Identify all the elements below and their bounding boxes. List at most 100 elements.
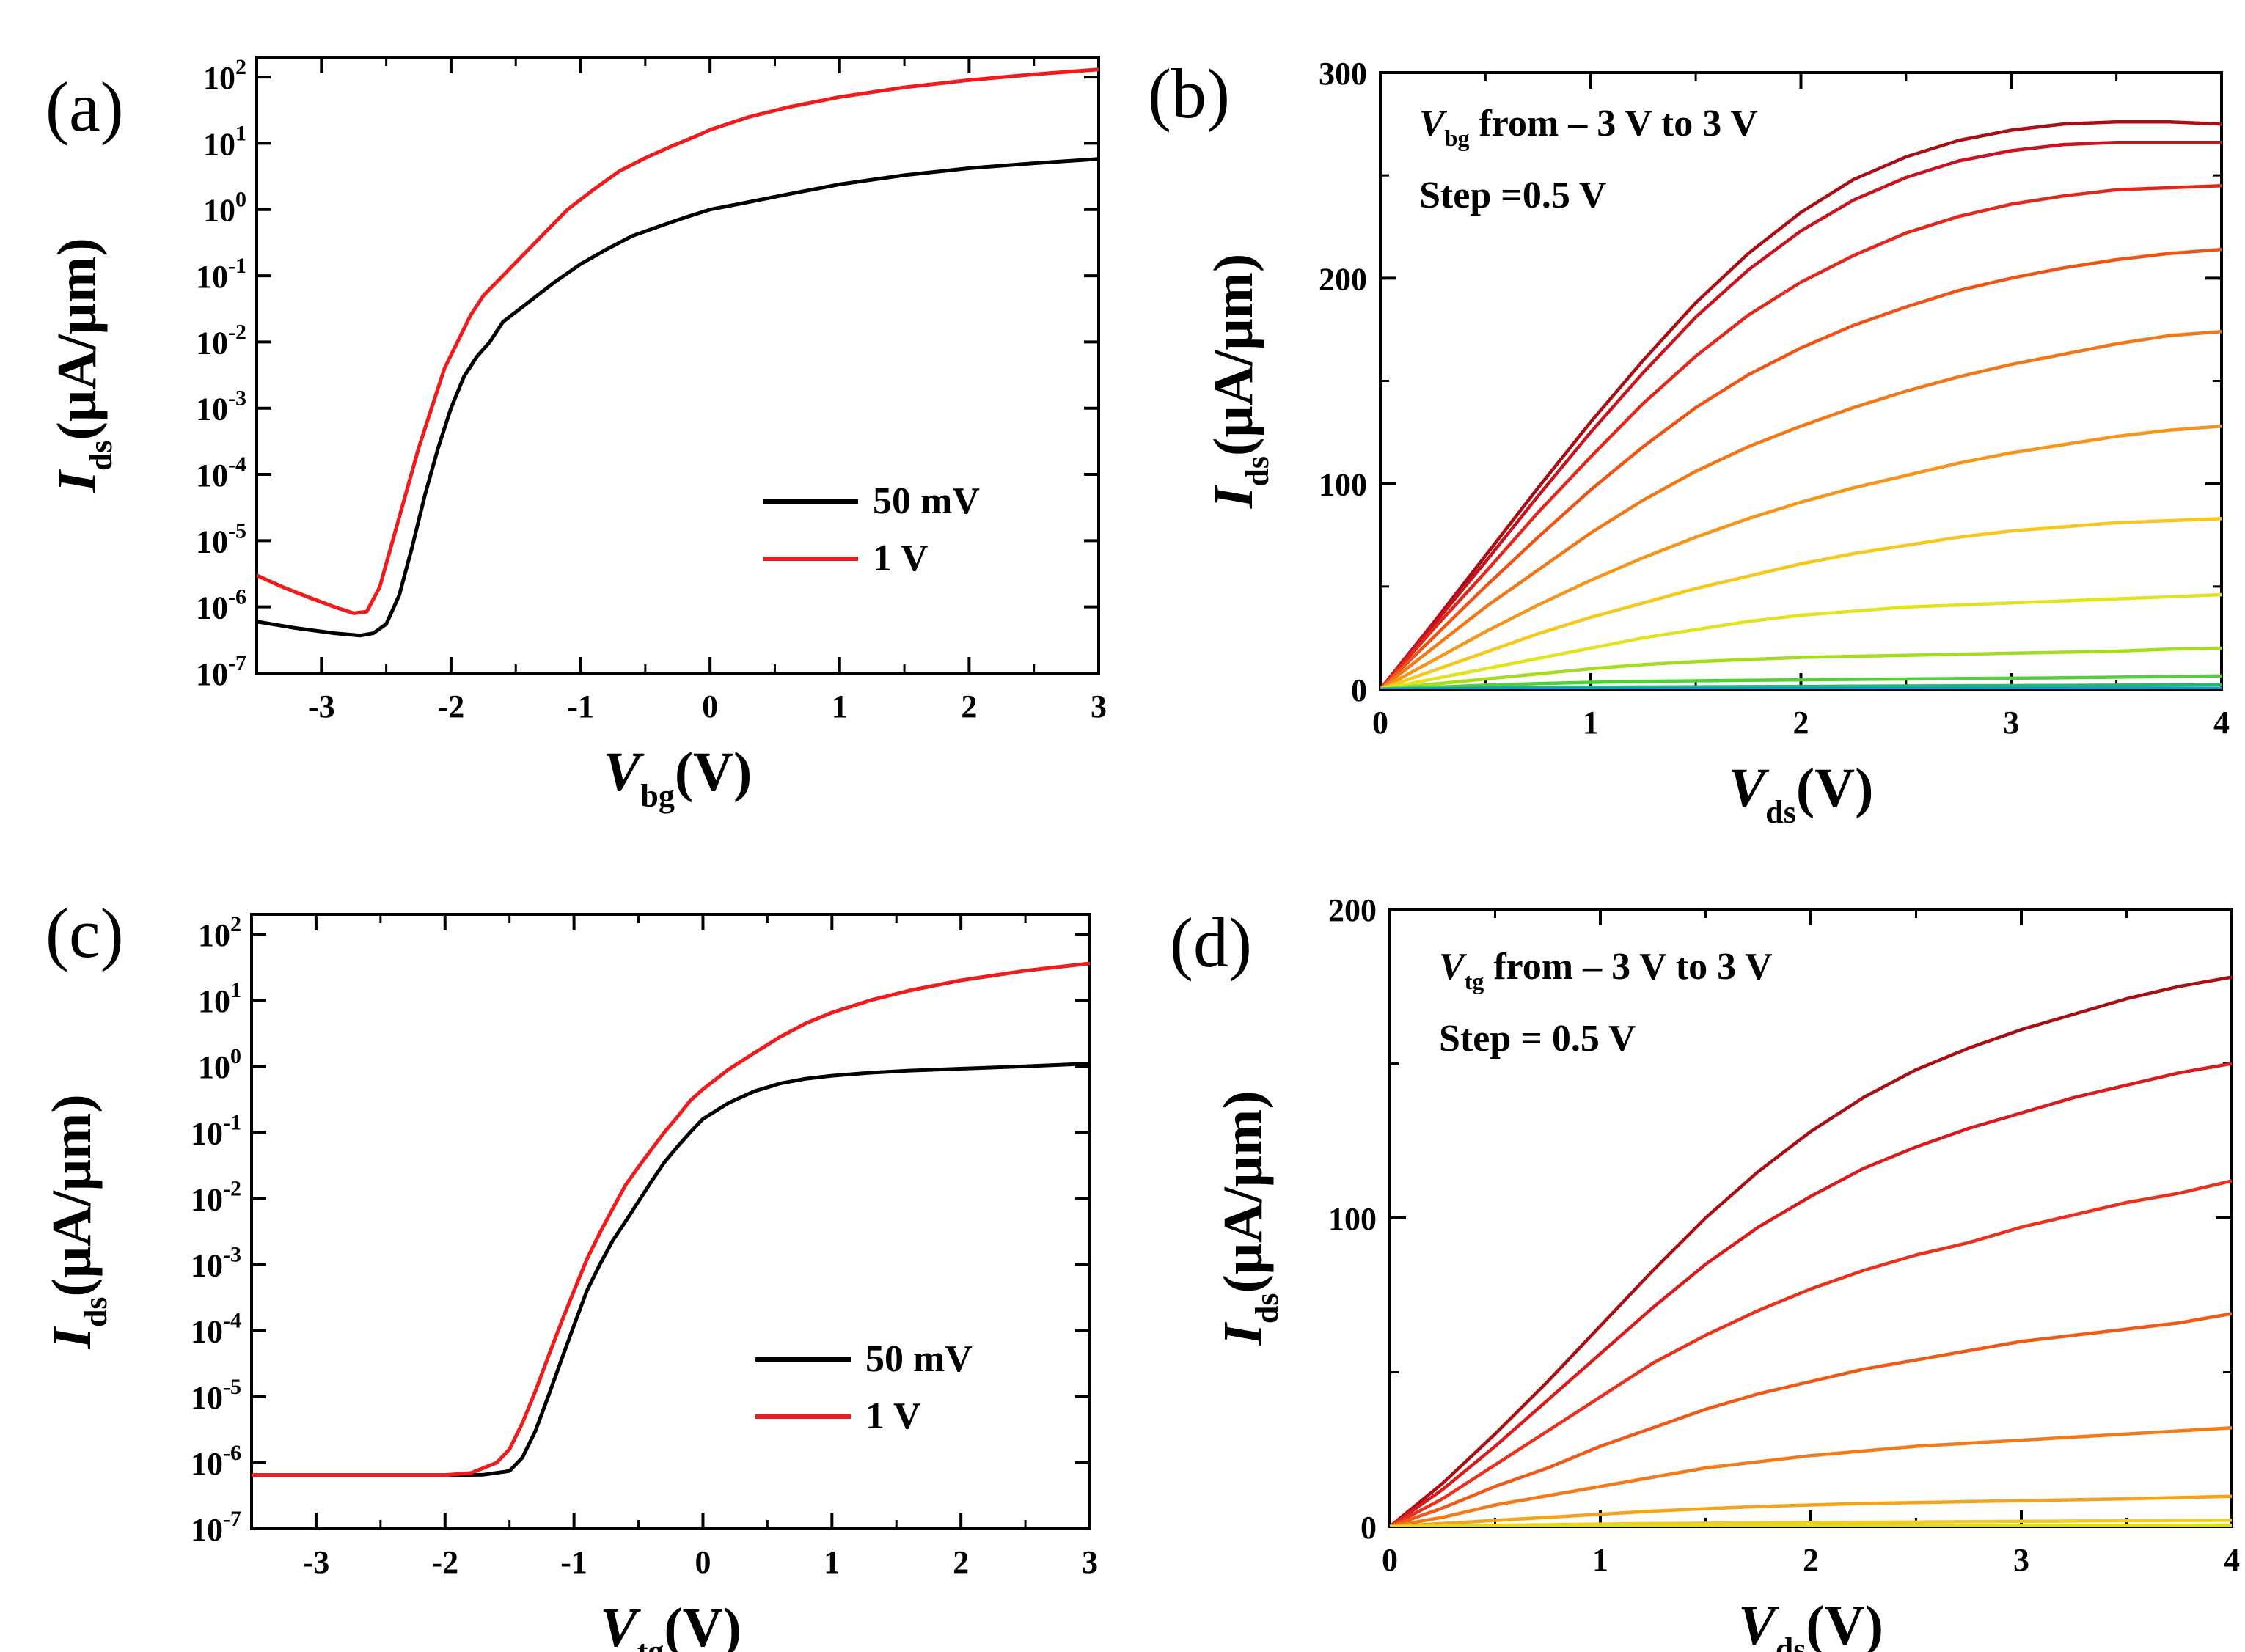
- series-line-b-2: [1380, 183, 2222, 689]
- series-line-c-1: [252, 961, 1090, 1477]
- y-label-subscript: ds: [78, 1296, 114, 1327]
- y-axis-label: Ids(μA/μm): [1203, 254, 1275, 509]
- y-tick-exponent: 0: [235, 188, 246, 212]
- x-tick-label: 0: [695, 1544, 711, 1580]
- annotation-line2: Step =0.5 V: [1419, 175, 1606, 216]
- y-tick-base: 10: [191, 1248, 223, 1284]
- x-label-unit: (V): [1796, 757, 1874, 819]
- y-tick-label: 10-4: [196, 452, 246, 493]
- panel-label: (d): [1170, 903, 1252, 982]
- y-tick-label: 10-1: [196, 254, 246, 295]
- x-axis: 0 1 2 3 4: [1372, 73, 2230, 741]
- annotation-line2: Step = 0.5 V: [1439, 1018, 1636, 1060]
- y-tick-label: 101: [198, 978, 241, 1019]
- x-tick-label: 2: [1803, 1542, 1819, 1578]
- y-tick-exponent: -3: [228, 386, 246, 411]
- x-axis-label: Vtg(V): [600, 1597, 741, 1652]
- y-tick-base: 10: [191, 1314, 223, 1350]
- series-line-b-3: [1380, 247, 2222, 689]
- x-label-symbol: V: [1738, 1595, 1779, 1652]
- y-axis-label: Ids(μA/μm): [1212, 1090, 1285, 1346]
- x-tick-label: -3: [303, 1544, 330, 1580]
- series-line-b-5: [1380, 424, 2222, 689]
- series-line-d-4: [1390, 1426, 2232, 1527]
- series-line-d-2: [1390, 1179, 2232, 1527]
- y-tick-label: 200: [1328, 892, 1377, 928]
- annotation-line1: Vbg from – 3 V to 3 V: [1419, 103, 1758, 151]
- x-label-unit: (V): [1806, 1595, 1883, 1652]
- y-tick-label: 100: [198, 1044, 241, 1085]
- series-group: [257, 67, 1099, 638]
- y-tick-base: 10: [203, 193, 235, 229]
- y-tick-label: 10-7: [191, 1507, 241, 1548]
- x-label-unit: (V): [675, 741, 752, 803]
- y-tick-exponent: 2: [230, 912, 241, 936]
- annotation-range: from – 3 V to 3 V: [1469, 103, 1757, 144]
- series-group: [1380, 120, 2222, 689]
- y-tick-exponent: -4: [223, 1309, 241, 1333]
- y-tick-label: 10-7: [196, 651, 246, 692]
- x-tick-label: 2: [961, 689, 977, 724]
- y-tick-base: 10: [191, 1512, 223, 1548]
- y-tick-base: 10: [196, 656, 228, 692]
- series-line-a-1: [257, 67, 1099, 615]
- plot-frame: [250, 913, 1091, 1530]
- x-tick-label: 3: [2013, 1542, 2029, 1578]
- series-line-b-6: [1380, 517, 2222, 689]
- x-label-symbol: V: [604, 741, 645, 803]
- y-tick-base: 10: [191, 1181, 223, 1217]
- series-line-d-3: [1390, 1312, 2232, 1527]
- y-tick-label: 102: [203, 55, 246, 96]
- y-tick-exponent: -5: [228, 518, 246, 543]
- y-tick-base: 10: [196, 392, 228, 427]
- plot-frame: [1379, 71, 2223, 691]
- x-label-symbol: V: [1729, 757, 1770, 819]
- x-tick-label: 1: [832, 689, 848, 724]
- series-line-b-1: [1380, 141, 2222, 689]
- y-label-unit: (μA/μm): [41, 1094, 103, 1296]
- y-tick-exponent: 0: [230, 1044, 241, 1068]
- y-tick-label: 10-5: [196, 518, 246, 559]
- y-tick-base: 10: [196, 458, 228, 493]
- y-tick-label: 10-6: [191, 1441, 241, 1482]
- y-label-symbol: I: [1212, 1322, 1274, 1346]
- x-tick-label: 3: [2003, 705, 2019, 741]
- y-tick-exponent: -1: [228, 254, 246, 278]
- x-axis-label: Vds(V): [1729, 757, 1874, 830]
- annotation: Vtg from – 3 V to 3 V Step = 0.5 V: [1439, 946, 1773, 1060]
- y-tick-base: 10: [196, 259, 228, 295]
- y-tick-exponent: -6: [223, 1441, 241, 1465]
- x-tick-label: 1: [824, 1544, 840, 1580]
- y-tick-exponent: 2: [235, 55, 246, 79]
- y-tick-base: 10: [196, 590, 228, 626]
- y-tick-base: 10: [203, 60, 235, 96]
- x-label-symbol: V: [600, 1597, 641, 1652]
- x-axis: 0 1 2 3 4: [1382, 909, 2240, 1578]
- x-tick-label: -1: [560, 1544, 587, 1580]
- x-tick-label: -1: [567, 689, 594, 724]
- x-tick-label: 2: [1793, 705, 1809, 741]
- series-group: [252, 961, 1090, 1477]
- y-label-symbol: I: [41, 1326, 103, 1350]
- x-axis-label: Vds(V): [1738, 1595, 1883, 1652]
- panel-label: (c): [45, 894, 124, 972]
- series-line-b-0: [1380, 120, 2222, 689]
- y-label-unit: (μA/μm): [1203, 254, 1264, 456]
- y-tick-exponent: 1: [235, 121, 246, 145]
- y-tick-base: 10: [196, 524, 228, 559]
- y-tick-label: 100: [1328, 1201, 1377, 1237]
- y-axis-label: Ids(μA/μm): [46, 238, 119, 493]
- panel-label: (a): [45, 67, 124, 146]
- x-label-subscript: bg: [640, 778, 674, 814]
- x-tick-label: -2: [431, 1544, 458, 1580]
- x-axis: -3 -2 -1 0 1 2 3: [255, 57, 1107, 724]
- y-tick-base: 10: [196, 325, 228, 361]
- series-line-a-0: [257, 157, 1099, 638]
- y-label-subscript: ds: [1239, 456, 1275, 487]
- y-tick-label: 200: [1319, 261, 1367, 297]
- panel-a: -3 -2 -1 0 1 2 310-710-610-510-410-310-210-110…: [45, 55, 1107, 814]
